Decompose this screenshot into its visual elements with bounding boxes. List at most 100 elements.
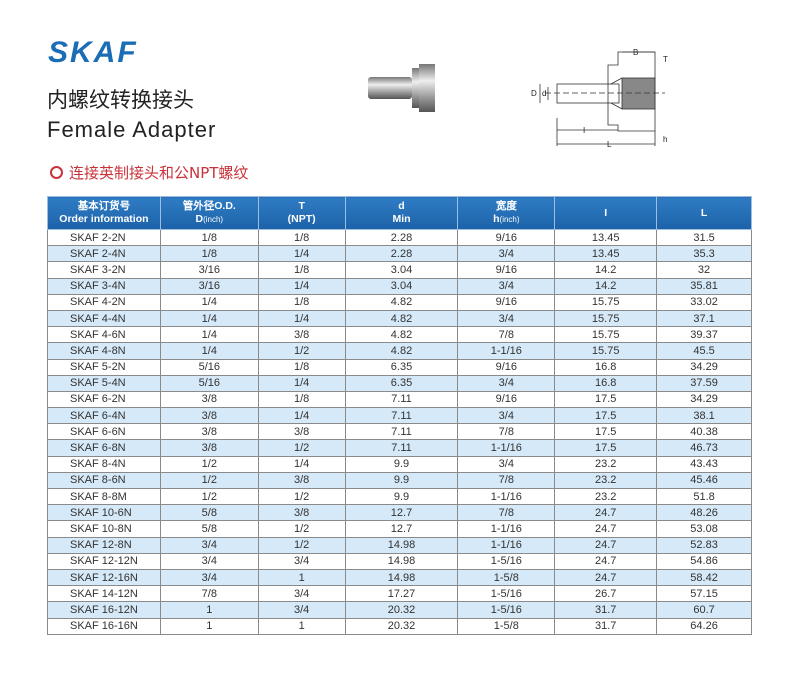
header-line2: h xyxy=(493,213,500,225)
table-cell: SKAF 5-2N xyxy=(47,358,161,376)
table-cell: 48.26 xyxy=(656,504,752,522)
table-cell: 1/8 xyxy=(257,358,346,376)
table-cell: 3/4 xyxy=(457,407,556,425)
table-row: SKAF 8-8M 1/2 1/2 9.9 1-1/16 23.2 51.8 xyxy=(47,487,752,506)
table-cell: 3/8 xyxy=(159,407,259,425)
header-unit: (inch) xyxy=(499,215,520,224)
table-cell: 3/8 xyxy=(257,504,346,522)
table-cell: 1 xyxy=(257,568,346,587)
table-cell: 3/4 xyxy=(257,601,346,619)
table-cell: 7/8 xyxy=(159,585,259,603)
table-cell: 15.75 xyxy=(554,309,658,328)
table-cell: 7.11 xyxy=(344,439,459,457)
table-cell: 1-5/8 xyxy=(457,568,556,587)
header-line1: T xyxy=(298,200,305,212)
table-row: SKAF 5-2N 5/16 1/8 6.35 9/16 16.8 34.29 xyxy=(47,358,752,376)
table-cell: 33.02 xyxy=(656,293,752,311)
table-cell: 14.98 xyxy=(344,536,459,554)
table-cell: 9/16 xyxy=(457,390,556,409)
table-cell: 1/4 xyxy=(159,309,259,328)
table-cell: 24.7 xyxy=(554,520,658,538)
table-cell: SKAF 5-4N xyxy=(47,374,161,392)
table-cell: 7/8 xyxy=(457,326,556,344)
table-cell: 7.11 xyxy=(344,423,459,441)
table-cell: 37.1 xyxy=(656,309,752,328)
table-cell: 1/2 xyxy=(257,342,346,360)
table-cell: 13.45 xyxy=(554,245,658,263)
table-cell: 1-5/16 xyxy=(457,552,556,570)
table-cell: 31.7 xyxy=(554,617,658,635)
column-header: 管外径O.D. D(inch) xyxy=(159,196,259,230)
brand-logo: SKAF xyxy=(48,36,138,69)
table-cell: 15.75 xyxy=(554,342,658,360)
table-cell: 7/8 xyxy=(457,471,556,490)
table-cell: 7/8 xyxy=(457,504,556,522)
table-cell: SKAF 3-4N xyxy=(47,277,161,295)
header-line2: Min xyxy=(392,213,411,225)
table-cell: SKAF 8-6N xyxy=(47,471,161,490)
table-cell: SKAF 6-8N xyxy=(47,439,161,457)
table-row: SKAF 6-8N 3/8 1/2 7.11 1-1/16 17.5 46.73 xyxy=(47,439,752,457)
table-cell: 14.2 xyxy=(554,261,658,279)
table-cell: 60.7 xyxy=(656,601,752,619)
table-cell: 20.32 xyxy=(344,617,459,635)
table-cell: 7/8 xyxy=(457,423,556,441)
table-cell: 35.3 xyxy=(656,245,752,263)
table-row: SKAF 4-2N 1/4 1/8 4.82 9/16 15.75 33.02 xyxy=(47,293,752,311)
table-cell: 2.28 xyxy=(344,228,459,247)
table-cell: 1/4 xyxy=(257,455,346,473)
table-cell: 6.35 xyxy=(344,374,459,392)
column-header: 宽度 h(inch) xyxy=(457,196,556,230)
table-cell: 9/16 xyxy=(457,358,556,376)
table-row: SKAF 5-4N 5/16 1/4 6.35 3/4 16.8 37.59 xyxy=(47,374,752,392)
table-cell: SKAF 6-6N xyxy=(47,423,161,441)
table-cell: 14.2 xyxy=(554,277,658,295)
table-cell: 3/4 xyxy=(159,552,259,570)
table-cell: 1-5/16 xyxy=(457,601,556,619)
table-cell: 7.11 xyxy=(344,407,459,425)
header-line1: L xyxy=(700,206,708,219)
table-cell: SKAF 3-2N xyxy=(47,261,161,279)
table-cell: 9.9 xyxy=(344,487,459,506)
header-line2: (NPT) xyxy=(287,213,316,225)
table-cell: 5/16 xyxy=(159,358,259,376)
table-cell: 17.5 xyxy=(554,439,658,457)
label-i: I xyxy=(583,126,585,135)
table-cell: SKAF 12-16N xyxy=(47,568,161,587)
column-header: d Min xyxy=(344,196,459,230)
table-cell: SKAF 16-12N xyxy=(47,601,161,619)
table-cell: 3/4 xyxy=(257,552,346,570)
table-cell: 1/2 xyxy=(159,455,259,473)
table-cell: 17.5 xyxy=(554,407,658,425)
table-cell: 17.5 xyxy=(554,390,658,409)
table-cell: 1/2 xyxy=(257,487,346,506)
table-cell: 40.38 xyxy=(656,423,752,441)
table-cell: 38.1 xyxy=(656,407,752,425)
table-cell: 24.7 xyxy=(554,504,658,522)
table-cell: 4.82 xyxy=(344,342,459,360)
table-cell: 6.35 xyxy=(344,358,459,376)
table-cell: SKAF 10-6N xyxy=(47,504,161,522)
table-cell: SKAF 14-12N xyxy=(47,585,161,603)
header-line2: D xyxy=(195,213,204,225)
table-cell: 3/16 xyxy=(159,277,259,295)
table-cell: 58.42 xyxy=(656,568,752,587)
table-cell: 3/4 xyxy=(457,309,556,328)
table-cell: SKAF 12-12N xyxy=(47,552,161,570)
table-cell: 9.9 xyxy=(344,455,459,473)
table-cell: 1 xyxy=(257,617,346,635)
table-row: SKAF 2-4N 1/8 1/4 2.28 3/4 13.45 35.3 xyxy=(47,245,752,263)
table-cell: SKAF 2-4N xyxy=(47,245,161,263)
table-cell: 32 xyxy=(656,261,752,279)
table-cell: 3.04 xyxy=(344,261,459,279)
table-cell: 12.7 xyxy=(344,504,459,522)
table-cell: 3/8 xyxy=(159,423,259,441)
dimension-diagram: B T D d I L h xyxy=(531,48,668,149)
table-cell: 9/16 xyxy=(457,228,556,247)
table-cell: 16.8 xyxy=(554,358,658,376)
table-cell: 43.43 xyxy=(656,455,752,473)
table-cell: 3/4 xyxy=(457,374,556,392)
table-cell: 5/8 xyxy=(159,504,259,522)
table-cell: SKAF 4-4N xyxy=(47,309,161,328)
table-cell: SKAF 8-4N xyxy=(47,455,161,473)
